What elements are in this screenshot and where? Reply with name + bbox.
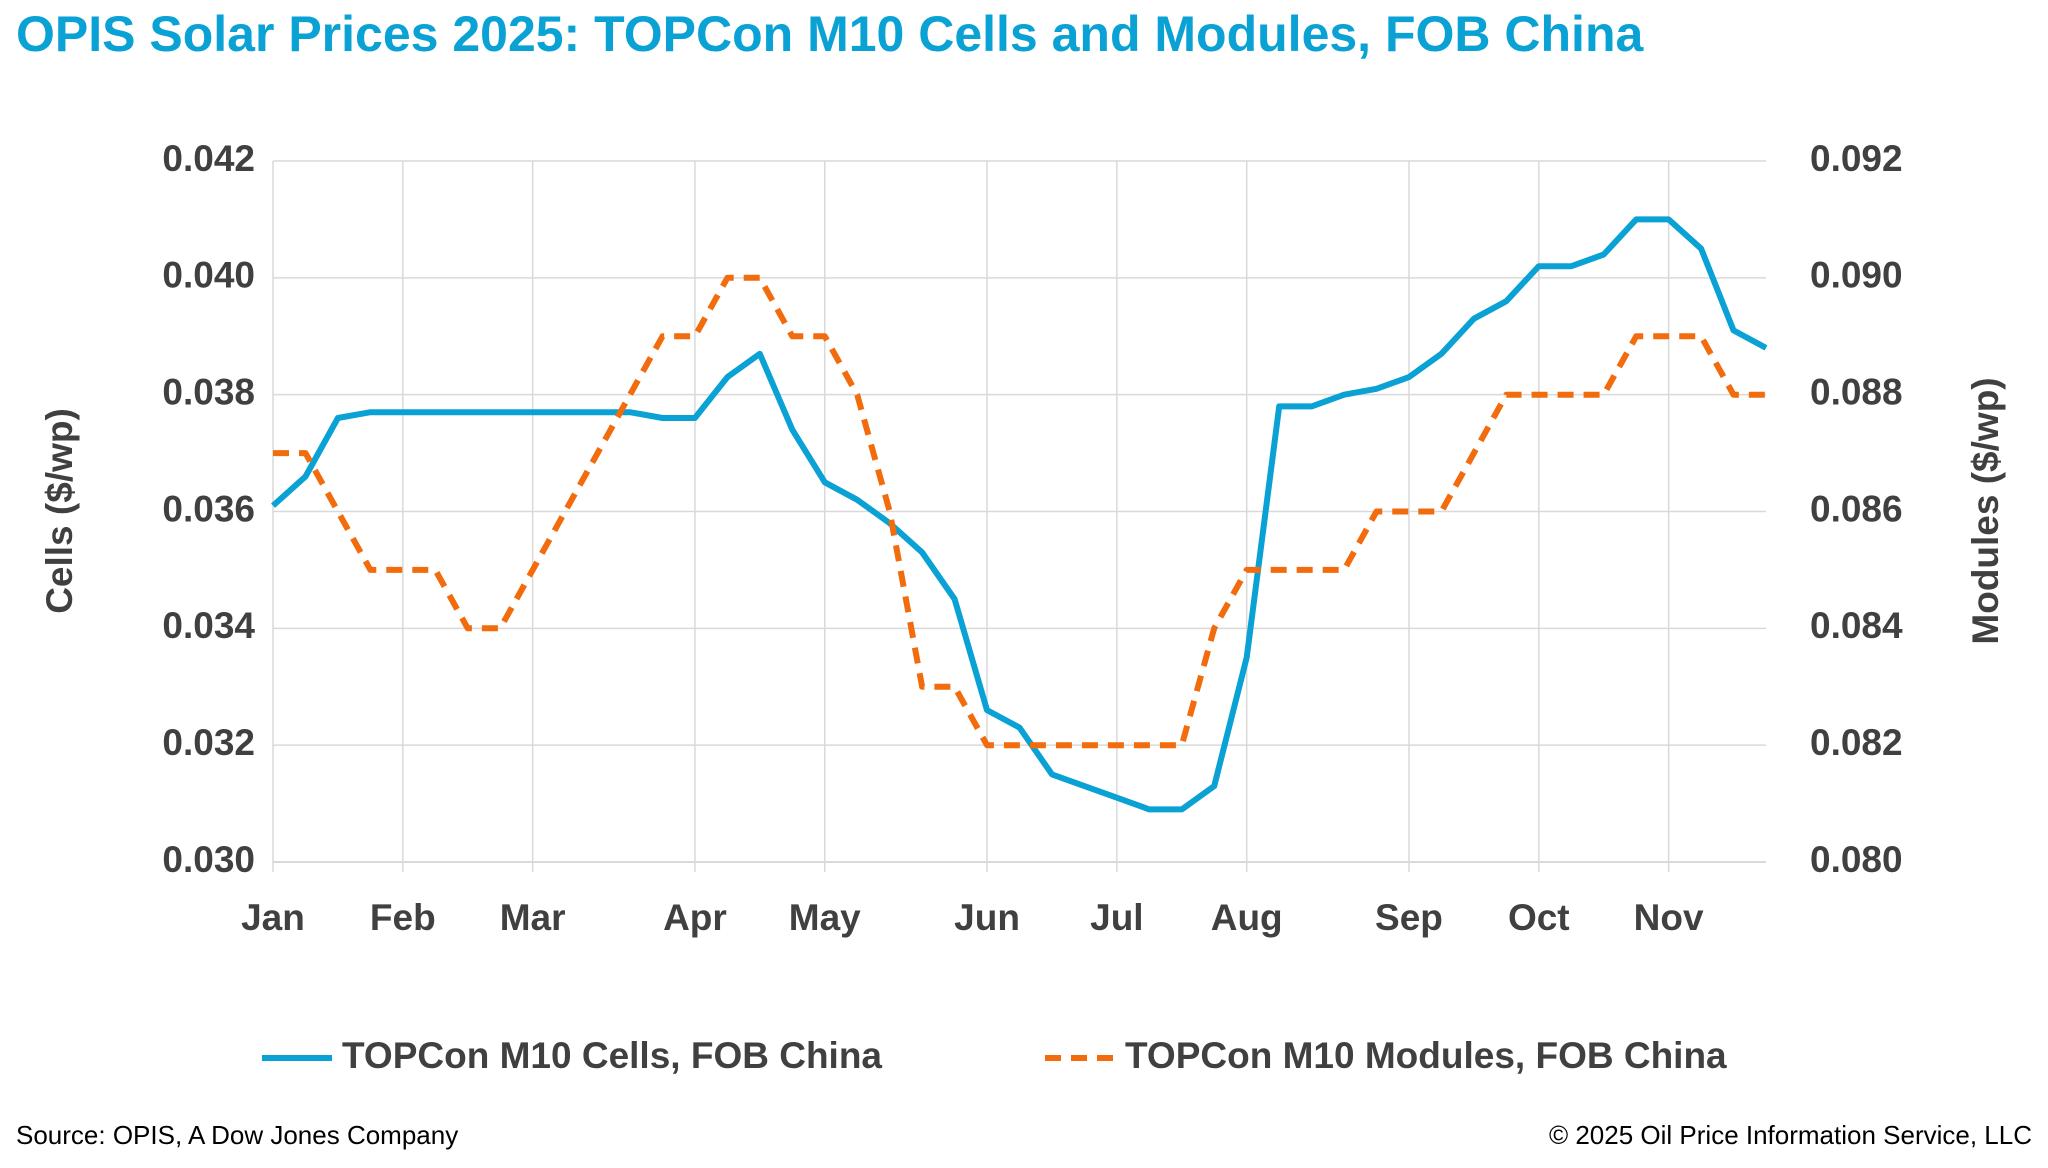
x-tick-label: Jan — [241, 897, 305, 938]
series-line — [273, 274, 1766, 749]
y2-tick-label: 0.090 — [1810, 255, 1903, 296]
legend-label: TOPCon M10 Modules, FOB China — [1125, 1035, 1727, 1076]
legend-label: TOPCon M10 Cells, FOB China — [342, 1035, 882, 1076]
y2-tick-label: 0.082 — [1810, 722, 1903, 763]
x-tick-label: Feb — [370, 897, 436, 938]
y-tick-label: 0.042 — [162, 138, 255, 179]
y2-tick-label: 0.092 — [1810, 138, 1903, 179]
copyright-note: © 2025 Oil Price Information Service, LL… — [1549, 1120, 2032, 1150]
x-tick-label: Sep — [1375, 897, 1443, 938]
y2-tick-label: 0.080 — [1810, 839, 1903, 880]
y-tick-label: 0.030 — [162, 839, 255, 880]
y-tick-label: 0.032 — [162, 722, 255, 763]
y2-tick-label: 0.088 — [1810, 371, 1903, 412]
y-tick-label: 0.034 — [162, 605, 255, 646]
x-tick-label: Apr — [663, 897, 727, 938]
x-tick-label: May — [789, 897, 861, 938]
chart-title: OPIS Solar Prices 2025: TOPCon M10 Cells… — [16, 6, 1644, 62]
x-tick-label: Jul — [1090, 897, 1143, 938]
x-tick-label: Nov — [1634, 897, 1704, 938]
source-note: Source: OPIS, A Dow Jones Company — [16, 1120, 458, 1150]
series-line — [270, 216, 1768, 813]
y2-tick-label: 0.084 — [1810, 605, 1903, 646]
x-tick-label: Oct — [1508, 897, 1570, 938]
y-axis-title: Cells ($/wp) — [39, 408, 80, 614]
y-tick-label: 0.040 — [162, 255, 255, 296]
y2-axis-title: Modules ($/wp) — [1965, 377, 2006, 644]
y-tick-label: 0.038 — [162, 371, 255, 412]
x-tick-label: Jun — [954, 897, 1020, 938]
y2-tick-label: 0.086 — [1810, 488, 1903, 529]
x-tick-label: Aug — [1211, 897, 1283, 938]
x-tick-label: Mar — [500, 897, 566, 938]
y-tick-label: 0.036 — [162, 488, 255, 529]
